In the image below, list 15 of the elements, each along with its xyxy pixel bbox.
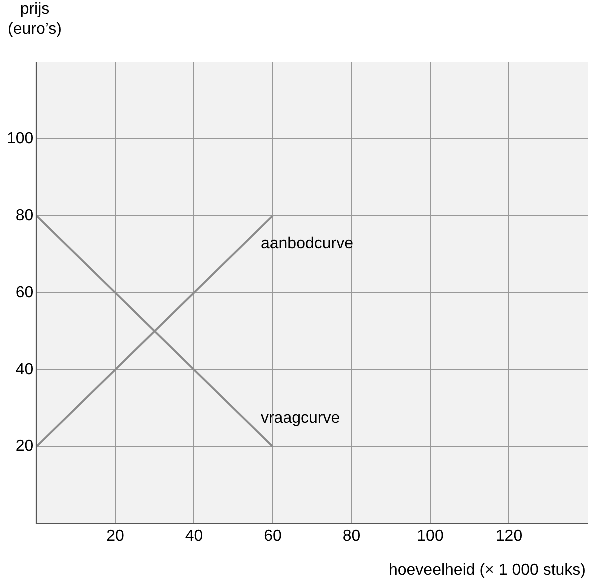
x-tick-label: 120 (496, 528, 523, 545)
series-label: aanbodcurve (260, 235, 354, 252)
x-tick-label: 100 (417, 528, 444, 545)
y-axis-title: prijs (euro’s) (7, 0, 63, 40)
x-tick-label: 80 (342, 528, 361, 545)
y-tick-label: 60 (16, 284, 34, 302)
y-tick-label: 20 (16, 438, 34, 456)
series-label: vraagcurve (260, 410, 340, 428)
x-tick-label: 60 (264, 528, 282, 545)
x-axis-title: hoeveelheid (× 1 000 stuks) (388, 562, 586, 580)
x-tick-label: 20 (106, 528, 124, 545)
y-tick-label: 100 (6, 130, 34, 148)
x-tick-label: 40 (185, 528, 204, 545)
y-tick-label: 80 (16, 207, 34, 224)
y-tick-label: 40 (16, 361, 34, 378)
